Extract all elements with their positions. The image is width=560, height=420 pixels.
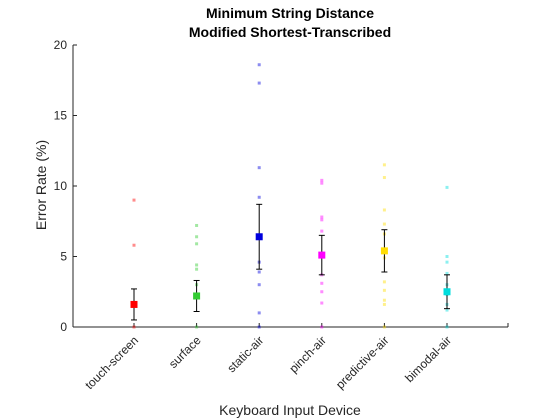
data-point [132,198,136,202]
mean-marker [380,247,388,255]
data-point [382,280,386,284]
x-tick-label: static-air [224,333,266,375]
data-point [257,81,261,85]
x-tick-label: predictive-air [333,333,391,391]
chart-title: Minimum String Distance [206,5,374,21]
mean-marker [193,292,201,300]
mean-marker [443,288,451,296]
y-tick-label: 15 [54,109,68,123]
data-point [320,181,324,185]
x-tick-label: bimodal-air [402,333,454,385]
data-point [320,281,324,285]
data-point [382,325,386,329]
data-point [445,260,449,264]
data-point [257,166,261,170]
mean-marker [130,300,138,308]
series-predictive-air [380,163,388,329]
data-point [195,242,199,246]
data-point [132,243,136,247]
data-point [320,229,324,233]
data-point [195,267,199,271]
series-pinch-air [318,178,326,329]
data-point [382,208,386,212]
data-point [320,215,324,219]
plot-area [130,63,451,329]
y-tick-label: 10 [54,179,68,193]
data-point [257,270,261,274]
data-point [132,325,136,329]
data-point [320,301,324,305]
series-bimodal-air [443,185,451,329]
data-point [445,308,449,312]
data-point [320,178,324,182]
data-point [320,290,324,294]
data-point [382,298,386,302]
data-point [445,255,449,258]
data-point [382,163,386,167]
data-point [257,311,261,315]
y-axis-label: Error Rate (%) [33,140,49,230]
y-tick-label: 5 [60,250,67,264]
data-point [320,218,324,222]
data-point [257,63,261,67]
mean-marker [318,251,326,259]
data-point [195,235,199,239]
x-axis-label: Keyboard Input Device [219,402,361,418]
data-point [445,271,449,275]
y-tick-label: 20 [54,38,68,52]
data-point [445,325,449,329]
y-tick-label: 0 [60,320,67,334]
series-touch-screen [130,198,138,329]
data-point [257,283,261,287]
series-surface [193,223,201,329]
data-point [195,223,199,227]
data-point [195,325,199,329]
data-point [382,302,386,306]
chart-subtitle: Modified Shortest-Transcribed [189,24,391,40]
data-point [257,325,261,329]
data-point [382,222,386,226]
data-point [257,195,261,199]
data-point [195,263,199,267]
data-point [445,185,449,189]
mean-marker [255,233,263,241]
x-tick-label: touch-screen [82,333,141,392]
axes: 0 5 10 15 20 touch-screen surface static-air pin… [54,38,509,392]
x-tick-label: surface [166,333,204,371]
series-static-air [255,63,263,329]
data-point [382,288,386,292]
x-tick-label: pinch-air [286,333,328,375]
data-point [382,176,386,180]
data-point [320,325,324,329]
